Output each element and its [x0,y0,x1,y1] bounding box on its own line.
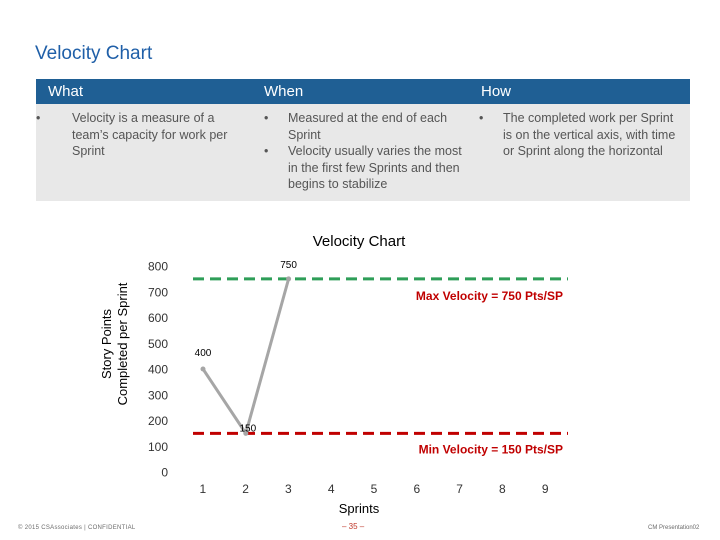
y-tick-label: 300 [148,388,168,402]
bullet-item: • Velocity is a measure of a team’s capa… [36,110,251,160]
bullet-item: • Velocity usually varies the most in th… [264,143,469,193]
series-line [201,278,291,435]
x-tick-label: 5 [371,482,378,496]
data-point [286,276,292,282]
x-tick-label: 6 [413,482,420,496]
y-tick-label: 0 [161,466,168,480]
bullet-text: Velocity usually varies the most in the … [288,144,462,191]
x-axis-label: Sprints [339,501,380,516]
footer-page-number: – 35 – [342,522,365,531]
bullet-item: • The completed work per Sprint is on th… [479,110,684,160]
data-label: 400 [195,348,212,359]
chart-title: Velocity Chart [313,233,406,250]
y-tick-label: 600 [148,311,168,325]
bullet-text: Velocity is a measure of a team’s capaci… [72,111,228,158]
bullet-text: The completed work per Sprint is on the … [503,111,676,158]
x-axis-ticks: 1 2 3 4 5 6 7 8 9 [199,482,548,496]
reference-line-label: Max Velocity = 750 Pts/SP [416,289,563,303]
column-heading-what: What [48,83,84,100]
y-tick-label: 400 [148,363,168,377]
y-axis-ticks: 0 100 200 300 400 500 600 700 800 [148,260,168,480]
y-axis-label-text: Story PointsCompleted per Sprint [99,282,130,405]
info-table-header [36,79,690,104]
data-label: 150 [239,423,256,434]
footer-copyright: © 2015 CSAssociates | CONFIDENTIAL [18,525,136,531]
y-axis-label-line: Completed per Sprint [115,282,130,405]
series-group [200,276,292,436]
bullet-marker: • [264,111,269,125]
bullet-marker: • [36,111,41,125]
bullet-text: Measured at the end of each Sprint [288,111,448,142]
reference-line-label: Min Velocity = 150 Pts/SP [419,442,563,456]
column-body-how: • The completed work per Sprint is on th… [479,110,684,160]
y-tick-label: 200 [148,414,168,428]
column-body-what: • Velocity is a measure of a team’s capa… [36,110,251,160]
data-point [243,430,249,436]
column-heading-when: When [264,83,304,100]
x-tick-label: 1 [199,482,206,496]
y-tick-label: 500 [148,337,168,351]
y-tick-label: 800 [148,260,168,274]
footer-doc-id: CM Presentation02 [648,525,700,531]
x-tick-label: 9 [542,482,549,496]
x-tick-label: 3 [285,482,292,496]
y-tick-label: 100 [148,440,168,454]
y-tick-label: 700 [148,285,168,299]
data-label: 750 [280,260,297,271]
y-axis-label: Story PointsCompleted per Sprint [99,282,130,405]
x-tick-label: 7 [456,482,463,496]
slide-title: Velocity Chart [35,43,153,64]
x-tick-label: 8 [499,482,506,496]
bullet-marker: • [264,144,269,158]
info-table: What When How • Velocity is a measure of… [36,79,690,201]
column-heading-how: How [481,83,512,100]
reference-lines: Max Velocity = 750 Pts/SP Min Velocity = … [193,277,568,456]
x-tick-label: 2 [242,482,249,496]
x-tick-label: 4 [328,482,335,496]
column-body-when: • Measured at the end of each Sprint • V… [264,110,469,193]
bullet-marker: • [479,111,484,125]
point-labels: 400 150 750 [195,260,298,435]
y-axis-label-line: Story Points [99,308,114,379]
bullet-item: • Measured at the end of each Sprint [264,110,469,143]
data-point [200,366,206,372]
